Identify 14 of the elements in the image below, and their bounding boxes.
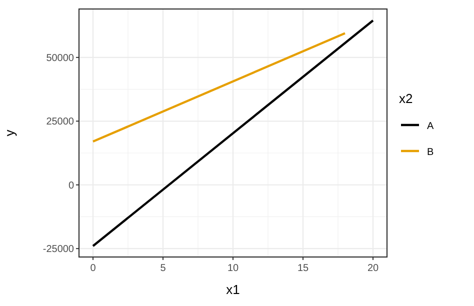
y-tick-label: -25000: [42, 244, 74, 256]
legend-label: B: [427, 147, 434, 158]
x-tick-label: 5: [160, 263, 166, 274]
legend-title: x2: [399, 91, 413, 106]
x-tick-label: 10: [227, 263, 239, 274]
x-axis-title: x1: [226, 282, 240, 297]
x-tick-label: 0: [90, 263, 96, 274]
y-tick-label: 0: [68, 180, 74, 192]
legend-label: A: [427, 121, 434, 132]
y-tick-label: 25000: [46, 116, 74, 128]
y-axis-title: y: [2, 129, 17, 136]
y-tick-label: 50000: [46, 52, 74, 64]
x-tick-label: 20: [367, 263, 379, 274]
x-tick-label: 15: [297, 263, 309, 274]
